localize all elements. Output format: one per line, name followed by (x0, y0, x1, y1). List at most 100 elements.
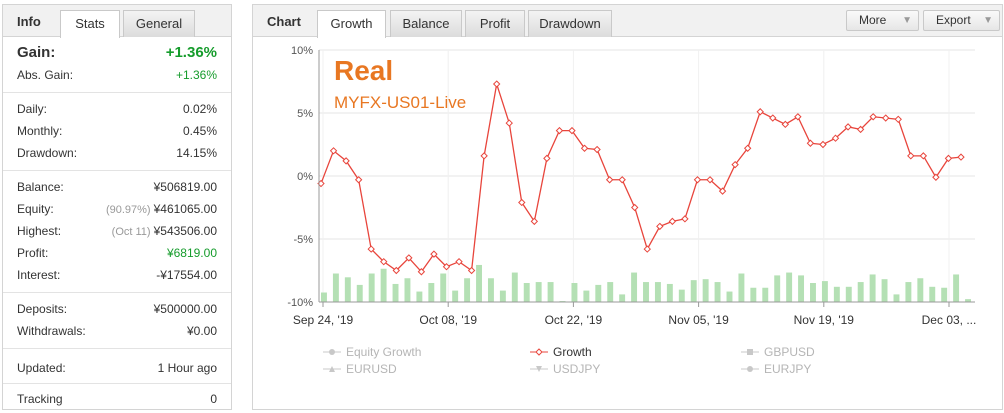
balance-label: Balance: (17, 180, 64, 194)
volume-bar (762, 287, 769, 302)
chart-grid (319, 49, 975, 303)
volume-bar (678, 289, 685, 302)
volume-bar (571, 283, 578, 302)
deposits-value: ¥500000.00 (153, 302, 217, 316)
interest-label: Interest: (17, 268, 61, 282)
volume-bar (499, 290, 506, 302)
account-group: Balance: ¥506819.00 Equity: (90.97%) ¥461… (3, 171, 231, 293)
growth-point (430, 250, 438, 258)
tab-profit[interactable]: Profit (465, 10, 525, 37)
chevron-down-icon: ▼ (983, 15, 993, 26)
x-tick-label: Oct 08, '19 (419, 313, 477, 327)
growth-point (618, 176, 626, 184)
growth-point (367, 245, 375, 253)
gain-label: Gain: (17, 44, 56, 61)
legend-item-label: GBPUSD (764, 345, 815, 359)
volume-bar (810, 283, 816, 302)
volume-bar (654, 282, 661, 302)
volume-bar (738, 273, 745, 302)
circle-icon (747, 366, 753, 372)
growth-point (605, 176, 614, 184)
growth-point (480, 152, 488, 160)
tab-stats[interactable]: Stats (60, 10, 120, 38)
abs-gain-value: +1.36% (175, 68, 217, 82)
legend-item-label: EURJPY (764, 362, 811, 376)
tab-growth[interactable]: Growth (317, 10, 386, 38)
more-button[interactable]: More ▼ (846, 10, 919, 31)
growth-point (555, 126, 564, 135)
volume-bar (464, 278, 471, 302)
volume-bar (786, 272, 793, 302)
tab-balance[interactable]: Balance (390, 10, 462, 37)
volume-bar (631, 272, 638, 302)
growth-point (505, 119, 513, 127)
y-tick-label: -5% (293, 234, 313, 246)
overlay-subtitle: MYFX-US01-Live (334, 93, 466, 112)
daily-row: Daily: 0.02% (17, 98, 217, 120)
chart-tabbar: Chart Growth Balance Profit Drawdown Mor… (253, 5, 1002, 38)
growth-point (518, 198, 526, 207)
export-button[interactable]: Export ▼ (923, 10, 1000, 31)
gain-group: Gain: +1.36% Abs. Gain: +1.36% (3, 37, 231, 93)
monthly-row: Monthly: 0.45% (17, 120, 217, 142)
growth-line (320, 83, 962, 273)
volume-bar (929, 286, 936, 302)
volume-bar (798, 275, 805, 302)
growth-point (794, 113, 802, 121)
growth-point (543, 154, 551, 163)
volume-bar (547, 282, 554, 302)
growth-point (492, 80, 501, 88)
volume-bar (452, 290, 459, 302)
diamond-icon (535, 348, 543, 356)
volume-bar (881, 279, 888, 302)
drawdown-label: Drawdown: (17, 146, 78, 160)
growth-point (631, 203, 639, 212)
volume-bar (869, 274, 876, 302)
growth-point (342, 157, 350, 165)
volume-bar (750, 287, 757, 302)
x-tick-label: Dec 03, ... (922, 313, 977, 327)
x-tick-label: Nov 05, '19 (668, 313, 729, 327)
volume-bar (344, 277, 351, 302)
volume-bar (440, 273, 447, 302)
growth-point (530, 217, 539, 226)
equity-percent: (90.97%) (105, 204, 151, 216)
y-tick-label: 5% (297, 108, 313, 120)
chart-line (320, 83, 962, 273)
legend-item-label: USDJPY (553, 362, 600, 376)
volume-bar (487, 278, 494, 302)
highest-label: Highest: (17, 224, 62, 238)
chevron-down-icon: ▼ (902, 15, 912, 26)
volume-bar (714, 282, 721, 302)
growth-point (743, 144, 752, 152)
tab-general[interactable]: General (123, 10, 195, 37)
growth-point (844, 123, 852, 131)
monthly-label: Monthly: (17, 124, 63, 138)
drawdown-row: Drawdown: 14.15% (17, 142, 217, 164)
y-tick-label: 10% (291, 45, 313, 57)
volume-bar (619, 294, 626, 302)
x-tick-label: Nov 19, '19 (794, 313, 855, 327)
volume-bar (332, 273, 339, 302)
growth-point (329, 147, 338, 155)
growth-point (831, 134, 840, 142)
gain-value: +1.36% (165, 44, 217, 61)
info-tabbar: Info Stats General (3, 5, 231, 38)
volume-bar (535, 282, 542, 302)
growth-point (593, 145, 601, 154)
volume-bar (702, 279, 709, 302)
growth-point (643, 245, 651, 253)
growth-point (467, 266, 476, 275)
volume-bar (833, 286, 840, 302)
profit-value: ¥6819.00 (166, 246, 217, 260)
growth-point (718, 187, 727, 195)
growth-point (919, 152, 928, 160)
growth-point (881, 114, 890, 122)
volume-bar (643, 282, 649, 302)
chart-points (317, 80, 965, 276)
tab-drawdown[interactable]: Drawdown (528, 10, 612, 37)
y-tick-label: -10% (287, 297, 313, 309)
chart-legend: Equity Growth Growth GBPUSD EURUSD USDJPY EUR… (323, 345, 815, 376)
info-title: Info (17, 14, 41, 29)
interest-value: -¥17554.00 (156, 268, 217, 282)
